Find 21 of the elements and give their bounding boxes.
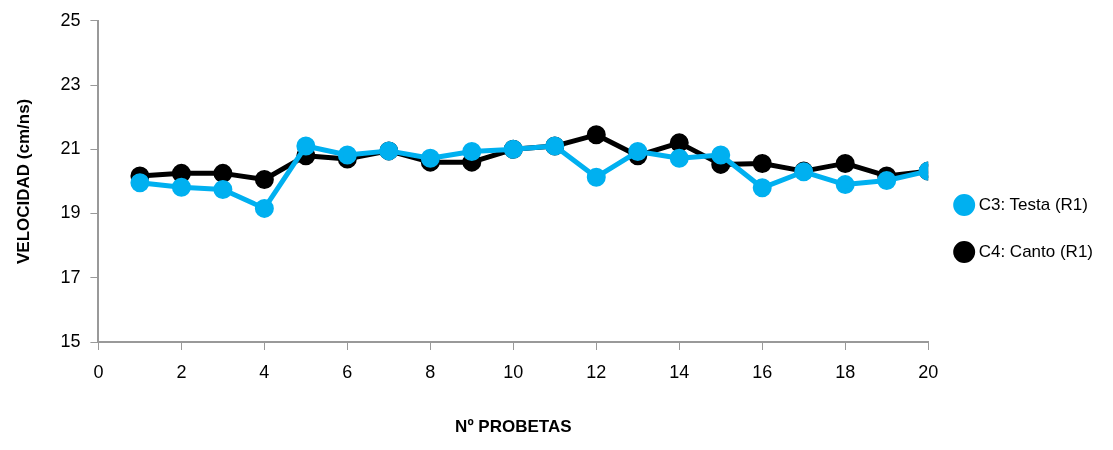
y-tick-label: 15 <box>60 330 81 351</box>
y-tick-label: 25 <box>60 9 81 30</box>
y-tick-label: 23 <box>60 74 81 95</box>
y-tick-label: 17 <box>60 266 81 287</box>
x-tick-label: 12 <box>586 361 607 382</box>
legend-label: C4: Canto (R1) <box>978 241 1094 261</box>
x-tick-label: 6 <box>342 361 353 382</box>
x-tick-label: 18 <box>835 361 856 382</box>
x-tick-label: 0 <box>93 361 104 382</box>
x-tick-label: 20 <box>918 361 939 382</box>
x-tick-label: 16 <box>752 361 773 382</box>
x-tick-label: 4 <box>259 361 270 382</box>
x-tick-label: 2 <box>176 361 187 382</box>
x-axis-title: Nº PROBETAS <box>455 417 572 437</box>
x-tick-label: 14 <box>669 361 690 382</box>
y-tick-label: 21 <box>60 138 81 159</box>
legend-label: C3: Testa (R1) <box>978 194 1088 214</box>
y-axis-title: VELOCIDAD (cm/ns) <box>13 98 33 265</box>
x-tick-label: 8 <box>425 361 436 382</box>
x-tick-label: 10 <box>503 361 524 382</box>
y-tick-label: 19 <box>60 202 81 223</box>
